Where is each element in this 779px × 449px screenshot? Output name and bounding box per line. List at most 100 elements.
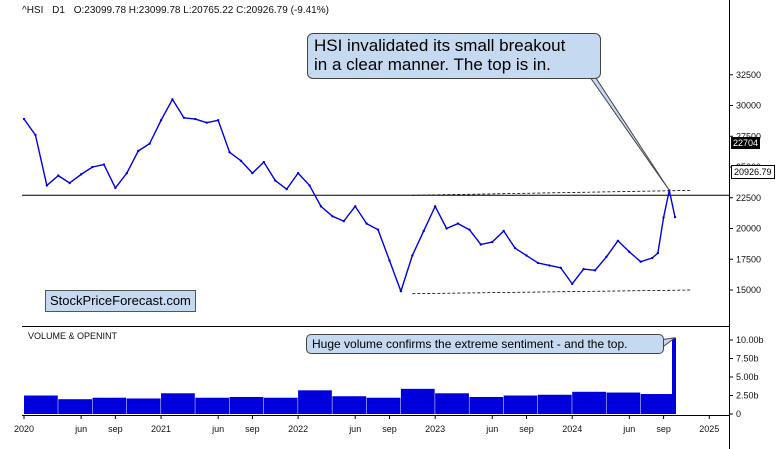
volume-bar: [229, 396, 264, 414]
price-point: [525, 254, 528, 257]
time-x-axis: 2020 jun sep 2021 jun sep 2022 jun sep 2023 jun sep…: [14, 415, 719, 434]
price-point: [422, 229, 425, 233]
volume-bar: [126, 398, 161, 414]
price-point: [433, 205, 437, 208]
price-point: [616, 239, 620, 242]
volume-bar: [572, 391, 606, 414]
price-point: [205, 121, 208, 124]
volume-bar: [298, 390, 332, 414]
price-point: [548, 264, 551, 267]
price-point: [662, 216, 665, 219]
time-tick-label: sep: [382, 424, 397, 434]
price-point: [159, 119, 163, 122]
volume-bar: [195, 397, 230, 414]
volume-tick-label: 10.00b: [736, 335, 764, 345]
volume-tick-label: 2.50b: [736, 391, 759, 401]
price-point: [536, 261, 540, 265]
price-point: [456, 222, 460, 225]
volume-tick-label: 5.00b: [736, 372, 759, 382]
time-tick-label: sep: [245, 424, 260, 434]
main-callout-pointer: [577, 59, 670, 191]
price-point: [262, 160, 266, 164]
price-point: [114, 186, 117, 190]
price-point: [445, 227, 448, 230]
time-tick-label: jun: [211, 424, 224, 434]
price-point: [468, 228, 471, 231]
volume-bar: [400, 388, 435, 414]
price-point: [656, 251, 660, 255]
price-point: [251, 171, 254, 175]
price-tick-label: 30000: [736, 101, 761, 111]
price-tick-label: 15000: [736, 285, 761, 295]
price-point: [296, 171, 300, 175]
price-point: [308, 184, 311, 187]
price-tick-label: 27500: [736, 131, 761, 141]
price-point: [182, 116, 186, 120]
price-tick-label: 17500: [736, 254, 761, 264]
price-point: [479, 243, 483, 246]
volume-panel-title: VOLUME & OPENINT: [28, 331, 118, 341]
volume-bar: [366, 397, 401, 414]
volume-tick-label: 7.50b: [736, 354, 759, 364]
volume-bar: [332, 396, 367, 414]
price-tick-label: 32500: [736, 70, 761, 80]
price-point: [342, 219, 345, 223]
price-point: [91, 165, 94, 169]
volume-bar: [161, 393, 195, 414]
price-point: [354, 205, 357, 208]
time-tick-label: 2024: [562, 424, 582, 434]
time-tick-label: sep: [656, 424, 671, 434]
price-point: [79, 173, 83, 176]
time-tick-label: sep: [108, 424, 123, 434]
time-tick-label: jun: [74, 424, 87, 434]
header-ohlc: O:23099.78 H:23099.78 L:20765.22 C:20926…: [74, 5, 329, 16]
upper-trendline: [412, 189, 693, 196]
price-point: [57, 174, 60, 177]
price-point: [639, 260, 642, 263]
reference-lines: [22, 189, 729, 295]
volume-bar: [672, 337, 676, 414]
time-tick-label: 2022: [288, 424, 308, 434]
time-tick-label: jun: [485, 424, 498, 434]
volume-bar: [58, 399, 93, 414]
price-point: [171, 98, 174, 101]
last-price-box: 20926.79: [731, 165, 775, 179]
price-tick-label: 22500: [736, 193, 761, 203]
price-point: [319, 205, 323, 208]
price-point: [194, 117, 197, 121]
price-series: [22, 98, 677, 293]
volume-bar: [537, 394, 572, 414]
price-point: [239, 159, 243, 163]
volume-bar: [24, 395, 58, 414]
time-tick-label: sep: [519, 424, 534, 434]
breakout-annotation: HSI invalidated its small breakout in a …: [307, 33, 601, 79]
header-symbol: ^HSI: [22, 5, 43, 16]
price-point: [673, 215, 677, 219]
volume-series: [24, 337, 676, 414]
volume-annotation: Huge volume confirms the extreme sentime…: [306, 334, 664, 354]
price-point: [34, 133, 37, 137]
price-point: [137, 149, 140, 153]
price-point: [331, 215, 334, 218]
lower-trendline: [412, 289, 693, 295]
time-tick-label: jun: [622, 424, 635, 434]
volume-y-axis: 0 2.50b 5.00b 7.50b 10.00b: [729, 335, 764, 419]
watermark-label: StockPriceForecast.com: [45, 290, 196, 312]
volume-bar: [503, 395, 538, 414]
price-point: [388, 259, 391, 262]
price-point: [365, 222, 368, 225]
time-tick-label: jun: [348, 424, 361, 434]
price-point: [628, 250, 631, 254]
price-tick-label: 20000: [736, 224, 761, 234]
price-point: [216, 119, 220, 122]
price-point: [502, 229, 505, 233]
level-price-box: 22704: [731, 137, 761, 149]
time-tick-label: 2025: [699, 424, 719, 434]
price-point: [399, 290, 403, 293]
price-point: [45, 184, 49, 187]
price-point: [411, 254, 414, 257]
price-point: [593, 269, 597, 272]
price-point: [491, 240, 494, 244]
price-point: [285, 187, 288, 191]
